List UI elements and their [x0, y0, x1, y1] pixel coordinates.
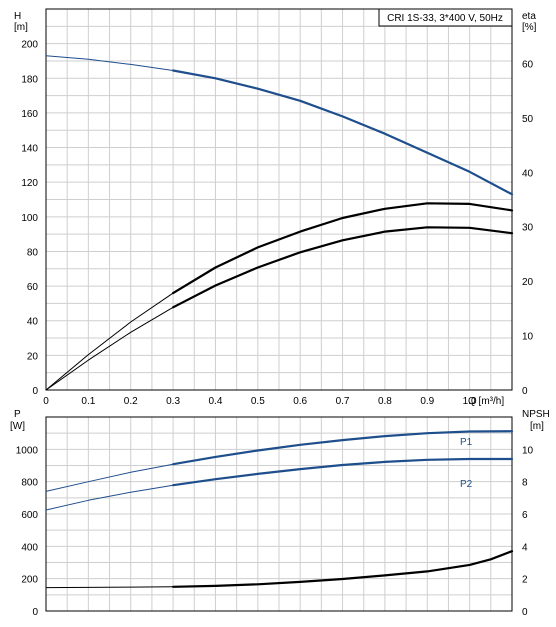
top-y2-tick-label: 10	[522, 332, 534, 343]
top-y-axis-unit: [m]	[14, 22, 28, 33]
bottom-y2-tick-label: 6	[522, 510, 528, 521]
bottom-grid	[46, 417, 512, 611]
top-y-axis-name: H	[14, 11, 21, 22]
bottom-y-tick-label: 200	[21, 575, 38, 586]
x-tick-label: 0.1	[81, 396, 95, 407]
top-x-axis-label: Q [m³/h]	[468, 396, 504, 407]
bottom-series-p2-duty	[172, 457, 514, 487]
top-y-tick-label: 120	[21, 178, 38, 189]
top-y2-axis-unit: [%]	[522, 22, 537, 33]
chart-title-box	[378, 8, 513, 27]
top-y-tick-label: 200	[21, 40, 38, 51]
top-y2-tick-label: 60	[522, 59, 534, 70]
bottom-y-tick-label: 800	[21, 478, 38, 489]
top-y2-tick-label: 50	[522, 114, 534, 125]
bottom-y2-axis-unit: [m]	[530, 421, 544, 432]
top-series-eta-2-duty	[172, 226, 514, 309]
top-y-tick-label: 180	[21, 74, 38, 85]
bottom-y-tick-label: 1000	[16, 445, 39, 456]
series-label-p1: P1	[460, 437, 473, 448]
x-tick-label: 0	[43, 396, 49, 407]
top-y2-axis-name: eta	[522, 11, 536, 22]
top-y-tick-label: 100	[21, 213, 38, 224]
bottom-series-group	[45, 430, 514, 589]
top-series-group	[45, 55, 514, 391]
x-tick-label: 0.6	[293, 396, 307, 407]
bottom-y-tick-label: 0	[32, 607, 38, 618]
top-y-tick-label: 0	[32, 386, 38, 397]
x-tick-label: 0.7	[336, 396, 350, 407]
bottom-y-axis-name: P	[14, 409, 21, 420]
top-y-tick-label: 140	[21, 144, 38, 155]
top-y-tick-label: 160	[21, 109, 38, 120]
top-y2-tick-label: 0	[522, 386, 528, 397]
x-tick-label: 1.0	[463, 396, 477, 407]
bottom-y2-tick-label: 10	[522, 445, 534, 456]
bottom-y-axis-unit: [W]	[10, 421, 25, 432]
bottom-y2-tick-label: 8	[522, 478, 528, 489]
bottom-y-tick-label: 600	[21, 510, 38, 521]
top-y-tick-label: 80	[27, 247, 39, 258]
bottom-y-tick-label: 400	[21, 542, 38, 553]
x-tick-label: 0.2	[124, 396, 138, 407]
bottom-y2-tick-label: 0	[522, 607, 528, 618]
bottom-plot-frame	[45, 416, 513, 612]
bottom-tick-labels: 0 200 400 600 800 1000 0 2 4 6 8 10	[16, 445, 534, 618]
top-tick-labels: 0 20 40 60 80 100 120 140 160 180 200 0 10 20 30 40 50 60…	[21, 40, 533, 407]
bottom-y2-tick-label: 4	[522, 542, 528, 553]
bottom-y2-tick-label: 2	[522, 575, 528, 586]
x-tick-label: 0.9	[420, 396, 434, 407]
top-series-eta-1-duty	[172, 202, 514, 295]
bottom-series-p1-duty	[172, 430, 514, 466]
x-tick-label: 0.4	[209, 396, 223, 407]
series-label-p2: P2	[460, 479, 473, 490]
chart-title: CRI 1S-33, 3*400 V, 50Hz	[387, 13, 503, 24]
x-tick-label: 0.3	[166, 396, 180, 407]
top-y2-tick-label: 30	[522, 223, 534, 234]
bottom-series-npsh-duty	[172, 550, 514, 588]
top-y-tick-label: 40	[27, 317, 39, 328]
x-tick-label: 0.8	[378, 396, 392, 407]
x-tick-label: 0.5	[251, 396, 265, 407]
top-y-tick-label: 60	[27, 282, 39, 293]
top-y2-tick-label: 20	[522, 277, 534, 288]
bottom-y2-axis-name: NPSH	[522, 409, 550, 420]
top-plot-frame	[45, 8, 513, 391]
top-series-h-duty	[172, 69, 514, 196]
top-y2-tick-label: 40	[522, 168, 534, 179]
top-y-tick-label: 20	[27, 351, 39, 362]
